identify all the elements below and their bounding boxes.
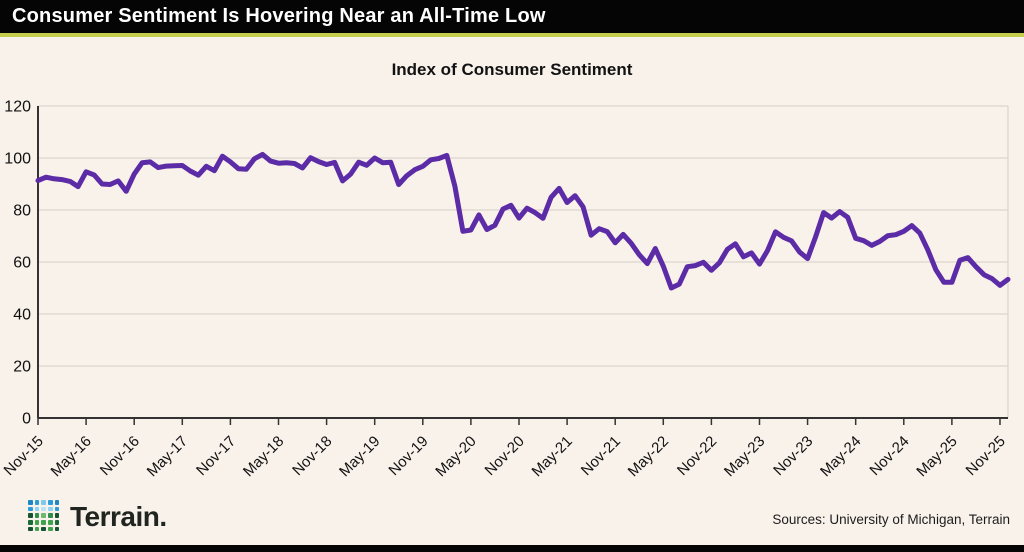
header-bar: Consumer Sentiment Is Hovering Near an A… [0, 0, 1024, 33]
x-tick-label: May-16 [48, 433, 95, 480]
x-tick-label: May-24 [817, 433, 864, 480]
x-tick-label: May-17 [144, 433, 191, 480]
logo-grid-cell [48, 506, 53, 512]
y-axis-labels: 0 20 40 60 80 100 120 [4, 99, 31, 428]
logo-grid-cell [41, 520, 46, 525]
logo-grid-cell [54, 520, 60, 525]
x-tick-label: Nov-23 [770, 433, 816, 479]
y-tick-label: 40 [13, 307, 31, 324]
x-tick-label: Nov-22 [674, 433, 720, 479]
logo-grid-cell [48, 513, 53, 518]
logo-grid-cell [28, 500, 33, 505]
logo-grid-cell [48, 520, 53, 525]
logo-grid-cell [54, 506, 60, 512]
gridlines [38, 105, 1009, 418]
x-tick-label: May-21 [529, 433, 576, 480]
x-tick-label: Nov-24 [866, 433, 912, 479]
logo-grid-cell [34, 500, 40, 505]
bottom-border [0, 545, 1024, 552]
logo-grid-cell [28, 520, 33, 525]
x-tick-label: May-22 [625, 433, 672, 480]
logo-grid-cell [41, 500, 46, 505]
logo-grid-cell [34, 513, 40, 518]
y-tick-label: 60 [13, 255, 31, 272]
x-tick-label: Nov-16 [97, 433, 143, 479]
y-tick-label: 120 [4, 99, 31, 116]
sources-note: Sources: University of Michigan, Terrain [772, 512, 1010, 527]
logo-grid-cell [54, 500, 60, 505]
y-tick-label: 100 [4, 151, 31, 168]
x-tick-label: Nov-19 [385, 433, 431, 479]
x-tick-label: May-20 [432, 433, 479, 480]
page-title: Consumer Sentiment Is Hovering Near an A… [12, 5, 546, 27]
logo-grid-cell [34, 526, 40, 532]
logo-grid-cell [48, 500, 53, 505]
x-tick-label: Nov-17 [193, 433, 239, 479]
logo-grid-cell [28, 526, 33, 532]
brand-wordmark: Terrain. [70, 501, 167, 532]
axes [37, 106, 1008, 425]
logo-grid-cell [54, 526, 60, 532]
x-tick-label: Nov-15 [1, 433, 47, 479]
logo-grid-cell [28, 513, 33, 518]
x-tick-label: May-19 [336, 433, 383, 480]
y-tick-label: 0 [22, 411, 31, 428]
x-tick-label: May-18 [240, 433, 287, 480]
x-tick-label: Nov-20 [482, 433, 528, 479]
x-tick-label: May-23 [721, 433, 768, 480]
logo-grid-cell [41, 526, 46, 532]
x-axis-labels: Nov-15 May-16 Nov-16 May-17 Nov-17 May-18 Nov-… [1, 433, 1009, 480]
x-tick-label: Nov-25 [963, 433, 1009, 479]
logo-grid-cell [34, 520, 40, 525]
logo-grid-cell [28, 506, 33, 512]
sentiment-line [35, 151, 1011, 291]
accent-divider [0, 33, 1024, 37]
logo-grid-cell [54, 513, 60, 518]
sentiment-line-chart: 0 20 40 60 80 100 120 Nov-15 May-16 Nov-16 May-17… [1, 99, 1011, 480]
logo-grid-cell [34, 506, 40, 512]
logo-grid-cell [48, 526, 53, 532]
logo-grid-cell [41, 513, 46, 518]
logo-grid-cell [41, 506, 46, 512]
x-tick-label: May-25 [913, 433, 960, 480]
x-tick-label: Nov-21 [578, 433, 624, 479]
chart-title: Index of Consumer Sentiment [391, 60, 633, 79]
y-tick-label: 20 [13, 359, 31, 376]
x-tick-label: Nov-18 [289, 433, 335, 479]
terrain-logo-icon [28, 500, 60, 532]
y-tick-label: 80 [13, 203, 31, 220]
